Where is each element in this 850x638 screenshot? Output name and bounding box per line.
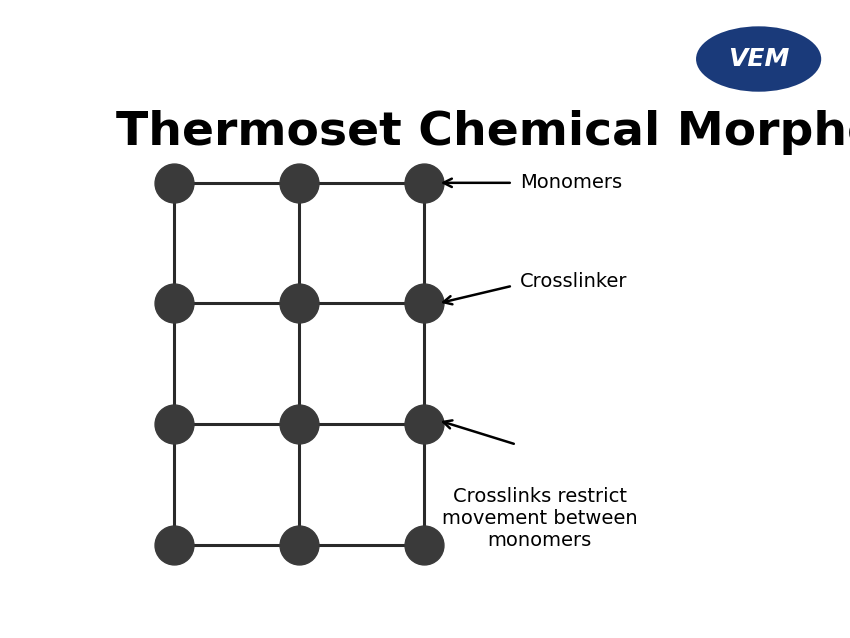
Text: Monomers: Monomers: [520, 174, 622, 192]
Text: VEM: VEM: [728, 47, 790, 71]
Text: Crosslinker: Crosslinker: [520, 272, 628, 292]
Text: Thermoset Chemical Morphology: Thermoset Chemical Morphology: [116, 110, 850, 155]
Ellipse shape: [696, 26, 821, 92]
Text: Crosslinks restrict
movement between
monomers: Crosslinks restrict movement between mon…: [442, 487, 638, 550]
